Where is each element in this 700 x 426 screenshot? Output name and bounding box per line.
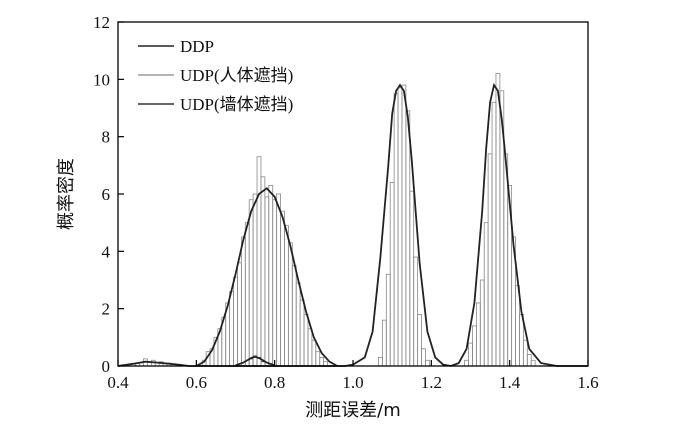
y-axis-label: 概率密度: [56, 158, 77, 230]
histogram-bar: [401, 84, 407, 367]
histogram-bar: [276, 193, 281, 367]
density-curves: [117, 82, 588, 367]
histogram-bar: [472, 325, 477, 367]
histogram-bar: [248, 199, 254, 367]
x-axis-label: 测距误差/m: [305, 400, 401, 421]
legend: DDP UDP(人体遮挡) UDP(墙体遮挡): [138, 37, 293, 114]
histogram-bar: [240, 236, 246, 367]
legend-label: UDP(人体遮挡): [180, 66, 293, 85]
histogram-bar: [291, 265, 297, 367]
y-tick-label: 8: [102, 128, 111, 147]
histogram-bar: [378, 356, 383, 367]
histogram-bar: [413, 256, 419, 367]
x-tick-label: 1.0: [342, 373, 363, 392]
histogram-bar: [491, 101, 497, 367]
histogram-bars: [135, 73, 536, 367]
histogram-bar: [319, 356, 325, 367]
legend-label: UDP(墙体遮挡): [180, 95, 293, 114]
histogram-bar: [248, 358, 254, 367]
histogram-bar: [299, 299, 305, 367]
histogram-bar: [287, 242, 293, 367]
histogram-bar: [503, 153, 509, 367]
y-tick-label: 4: [102, 242, 111, 261]
x-tick-label: 1.2: [421, 373, 442, 392]
histogram-bar: [311, 339, 317, 367]
histogram-bar: [272, 199, 278, 367]
x-tick-label: 0.8: [264, 373, 285, 392]
histogram-bar: [468, 342, 473, 367]
histogram-bar: [237, 262, 242, 367]
histogram-bar: [256, 156, 262, 367]
histogram-bar: [417, 313, 422, 367]
histogram-bar: [229, 291, 234, 367]
histogram-bar: [284, 225, 289, 367]
y-tick-label: 2: [102, 300, 111, 319]
y-tick-label: 6: [102, 185, 111, 204]
histogram-bar: [405, 110, 411, 367]
y-axis-ticks: 0 2 4 6 8 10 12: [93, 13, 124, 376]
histogram-bar: [475, 302, 481, 367]
y-tick-label: 10: [93, 70, 110, 89]
x-axis-ticks: 0.4 0.6 0.8 1.0 1.2 1.4 1.6: [107, 360, 599, 392]
histogram-bar: [495, 73, 501, 367]
x-tick-label: 1.6: [577, 373, 598, 392]
histogram-bar: [479, 279, 485, 367]
histogram-bar: [530, 359, 536, 367]
histogram-bar: [409, 190, 415, 367]
y-tick-label: 12: [93, 13, 110, 32]
density-curve: [195, 187, 338, 367]
histogram-bar: [381, 319, 387, 367]
histogram-bar: [425, 359, 430, 367]
histogram-bar: [393, 93, 399, 367]
histogram-bar: [280, 210, 285, 367]
histogram-bar: [389, 182, 395, 367]
histogram-bar: [397, 87, 403, 367]
histogram-bar: [244, 222, 250, 367]
x-tick-label: 0.4: [107, 373, 129, 392]
histogram-bar: [487, 153, 493, 367]
histogram-bar: [268, 184, 274, 367]
histogram-bar: [522, 339, 528, 367]
x-tick-label: 0.6: [186, 373, 207, 392]
histogram-bar: [483, 222, 489, 367]
histogram-bar: [421, 348, 426, 367]
density-curve: [117, 82, 588, 367]
histogram-bar: [264, 196, 270, 367]
histogram-bar: [307, 328, 313, 367]
histogram-bar: [315, 351, 321, 367]
histogram-bar: [526, 354, 532, 367]
histogram-bar: [295, 282, 301, 367]
legend-label: DDP: [180, 37, 214, 56]
histogram-bar: [464, 359, 469, 367]
density-curve: [235, 355, 276, 367]
histogram-bar: [233, 276, 238, 367]
histogram-bar: [252, 193, 258, 367]
x-tick-label: 1.4: [499, 373, 521, 392]
histogram-bar: [303, 313, 309, 367]
histogram-bar: [260, 176, 266, 367]
histogram-bar: [385, 273, 391, 367]
y-tick-label: 0: [102, 357, 111, 376]
